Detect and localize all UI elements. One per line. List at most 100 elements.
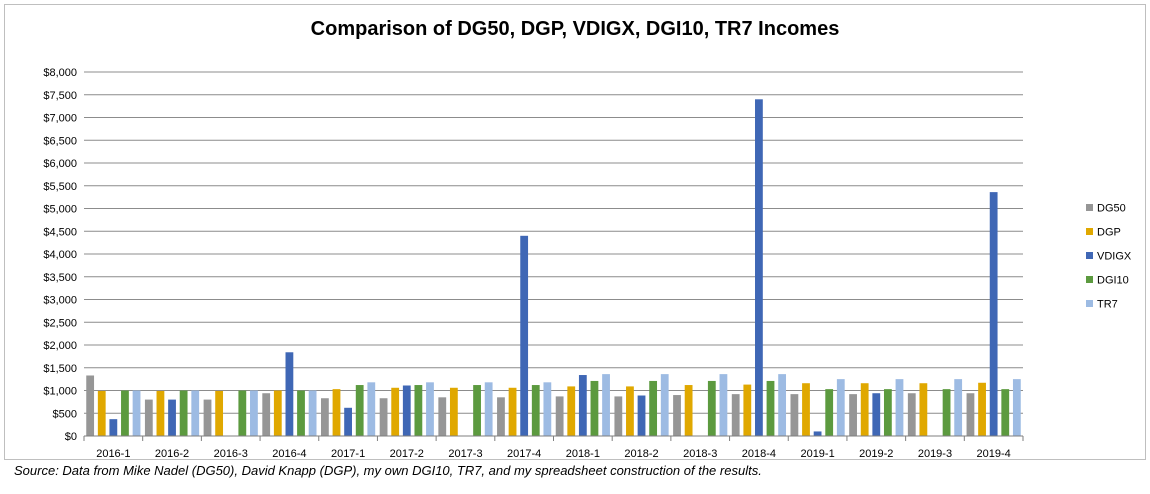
bar-dgp-2019-2 [860,383,869,436]
bar-dgi10-2018-3 [707,380,716,436]
bar-dg50-2018-1 [555,396,564,436]
bar-tr7-2017-2 [426,382,434,436]
legend: DG50 DGP VDIGX DGI10 TR7 [1086,203,1132,311]
bar-dgi10-2016-3 [238,390,247,436]
bar-dgp-2019-3 [919,383,928,436]
y-tick-label: $3,500 [43,272,77,284]
y-tick-label: $4,500 [43,226,77,238]
bar-dg50-2019-3 [907,393,916,436]
bar-dgp-2016-1 [97,390,106,436]
bar-tr7-2017-4 [543,382,552,436]
bar-tr7-2018-1 [602,374,610,436]
bar-tr7-2018-2 [660,374,669,436]
bar-dgp-2016-3 [215,390,224,436]
source-note: Source: Data from Mike Nadel (DG50), Dav… [14,463,762,478]
bar-tr7-2016-4 [308,390,317,436]
bar-dg50-2018-3 [673,395,681,436]
legend-label-dgi10: DGI10 [1097,275,1129,287]
bar-tr7-2019-1 [836,379,845,436]
x-tick-label: 2018-4 [742,448,776,460]
bar-dg50-2016-4 [262,393,271,436]
bar-dgi10-2018-4 [766,380,775,436]
legend-label-dgp: DGP [1097,227,1121,239]
bar-dgp-2017-1 [332,389,341,436]
bar-tr7-2019-4 [1012,379,1021,436]
bar-dg50-2016-3 [203,399,212,436]
y-tick-label: $2,500 [43,317,77,329]
grid-lines [84,71,1023,414]
y-tick-label: $0 [65,431,77,443]
x-axis [83,435,1024,441]
legend-swatch-dgi10 [1086,276,1093,283]
bar-dgp-2018-3 [684,385,693,436]
bar-dgi10-2019-4 [1001,389,1010,436]
x-tick-label: 2016-3 [214,448,248,460]
x-tick-label: 2018-2 [624,448,658,460]
bars [86,99,1021,437]
x-axis-tick-labels: 2016-1 2016-2 2016-3 2016-4 2017-1 2017-2 2017… [96,448,1011,460]
bar-dgp-2018-1 [567,386,576,436]
bar-tr7-2018-3 [719,374,728,436]
bar-dg50-2018-4 [731,394,740,436]
bar-dgp-2017-4 [508,387,517,436]
y-tick-label: $1,500 [43,363,77,375]
legend-label-vdigx: VDIGX [1097,251,1132,263]
bar-tr7-2016-1 [132,390,141,436]
bar-dg50-2019-1 [790,394,799,436]
bar-dgp-2017-2 [391,387,400,436]
bar-tr7-2019-2 [895,379,904,436]
bar-dg50-2017-3 [438,397,447,436]
x-tick-label: 2018-3 [683,448,717,460]
y-tick-label: $2,000 [43,340,77,352]
bar-dg50-2018-2 [614,396,623,436]
x-tick-label: 2019-2 [859,448,893,460]
bar-vdigx-2018-2 [637,395,646,436]
bar-dgi10-2016-2 [179,390,188,436]
bar-dgp-2017-3 [449,387,458,436]
bar-vdigx-2017-1 [344,407,352,436]
x-tick-label: 2019-1 [800,448,834,460]
bar-dgp-2016-4 [273,390,282,436]
legend-label-dg50: DG50 [1097,203,1126,215]
bar-dg50-2017-4 [497,397,505,436]
bar-vdigx-2019-4 [989,192,998,436]
bar-dgi10-2017-4 [531,385,540,436]
bar-vdigx-2019-1 [813,431,822,436]
bar-dgi10-2016-1 [121,390,129,436]
x-tick-label: 2019-4 [977,448,1011,460]
bar-dgi10-2017-3 [473,385,481,436]
bar-vdigx-2016-2 [168,399,176,436]
x-tick-label: 2019-3 [918,448,952,460]
bar-vdigx-2016-1 [109,419,118,436]
bar-dgi10-2019-3 [942,389,951,436]
y-tick-label: $1,000 [43,386,77,398]
y-axis-tick-labels: $0 $500 $1,000 $1,500 $2,000 $2,500 $3,000 $3,5… [43,67,77,443]
bar-tr7-2016-3 [250,390,258,436]
bar-dgi10-2018-1 [590,380,599,436]
bar-dgp-2019-4 [978,382,986,436]
x-tick-label: 2017-1 [331,448,365,460]
bar-tr7-2017-1 [367,382,376,436]
bar-dg50-2017-1 [320,398,329,436]
bar-dgp-2018-2 [626,386,634,436]
bar-vdigx-2017-4 [520,235,529,436]
x-tick-label: 2018-1 [566,448,600,460]
x-tick-label: 2017-3 [448,448,482,460]
bar-dgp-2019-1 [802,383,810,436]
x-tick-label: 2016-2 [155,448,189,460]
bar-vdigx-2019-2 [872,393,881,436]
y-tick-label: $7,000 [43,113,77,125]
legend-swatch-dg50 [1086,204,1093,211]
legend-swatch-tr7 [1086,300,1093,307]
bar-dg50-2016-1 [86,375,95,436]
bar-vdigx-2017-2 [402,385,411,436]
bar-dgi10-2018-2 [649,380,658,436]
y-tick-label: $500 [53,408,77,420]
bar-vdigx-2016-4 [285,352,294,436]
bar-dg50-2017-2 [379,398,388,436]
y-tick-label: $5,000 [43,204,77,216]
y-tick-label: $8,000 [43,67,77,79]
bar-dg50-2019-4 [966,393,975,436]
chart-frame [4,4,1146,460]
